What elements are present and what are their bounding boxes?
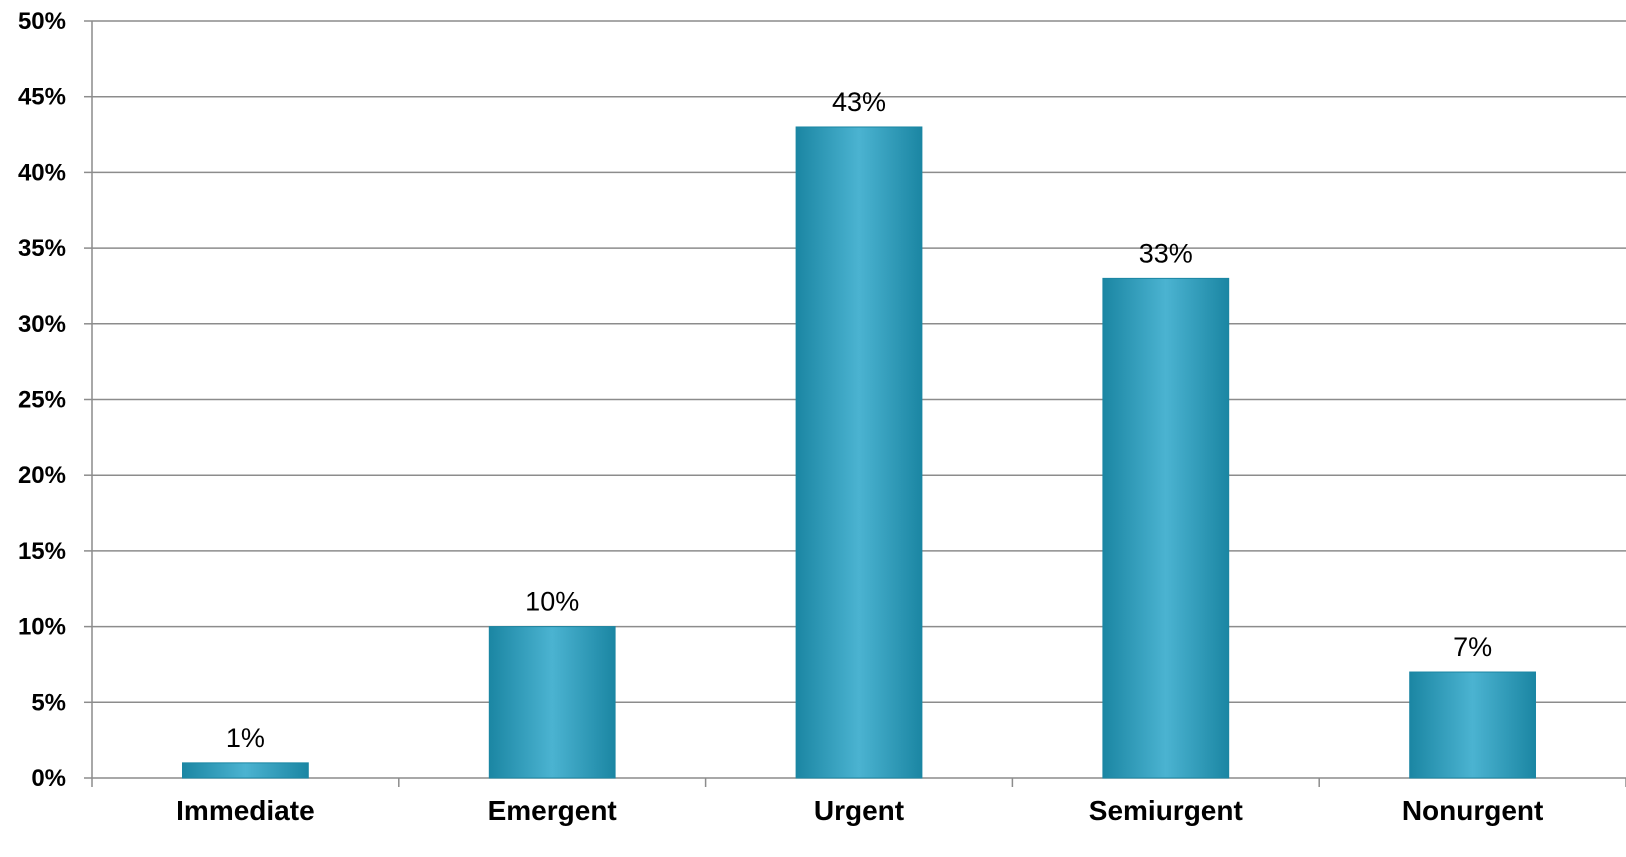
labels: 0% 5% 10% 15% 20% 25% 30% 35% 40% 45% 50% 1% Immedia… xyxy=(18,8,1543,826)
x-tick-label: Semiurgent xyxy=(1089,795,1243,826)
y-tick-label: 20% xyxy=(18,462,66,489)
bars xyxy=(182,126,1536,779)
data-label: 1% xyxy=(226,723,265,753)
y-tick-label: 15% xyxy=(18,538,66,565)
data-label: 33% xyxy=(1139,238,1193,268)
y-tick-label: 30% xyxy=(18,311,66,338)
x-tick-label: Nonurgent xyxy=(1402,795,1544,826)
x-tick-label: Emergent xyxy=(488,795,617,826)
data-label: 43% xyxy=(832,87,886,117)
y-tick-label: 25% xyxy=(18,387,66,414)
y-tick-label: 0% xyxy=(31,765,66,792)
bar xyxy=(795,126,923,779)
y-tick-label: 40% xyxy=(18,159,66,186)
y-tick-label: 50% xyxy=(18,8,66,35)
bar xyxy=(488,626,616,779)
bar xyxy=(1409,671,1536,779)
data-label: 7% xyxy=(1453,632,1492,662)
y-tick-label: 5% xyxy=(31,689,66,716)
bar xyxy=(1102,277,1230,779)
y-tick-label: 35% xyxy=(18,235,66,262)
y-tick-label: 45% xyxy=(18,84,66,111)
x-tick-label: Immediate xyxy=(176,795,315,826)
data-label: 10% xyxy=(525,587,579,617)
y-tick-label: 10% xyxy=(18,614,66,641)
bar xyxy=(182,762,309,779)
x-tick-label: Urgent xyxy=(814,795,904,826)
